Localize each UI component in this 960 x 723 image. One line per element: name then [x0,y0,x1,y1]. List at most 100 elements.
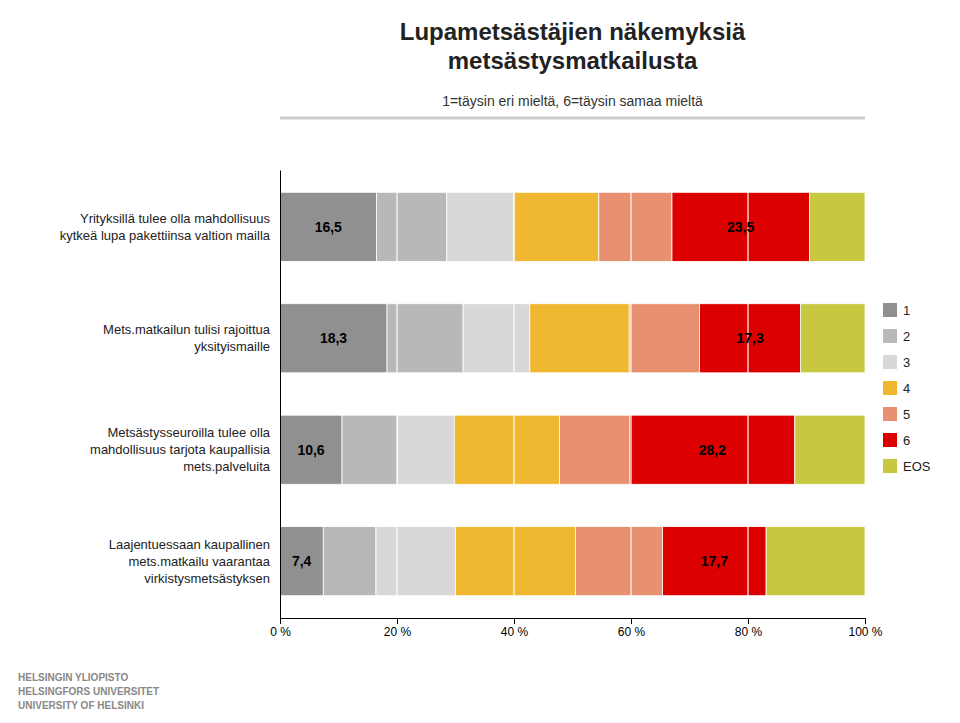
annotation: HELSINGIN YLIOPISTOHELSINGFORS UNIVERSIT… [18,672,159,711]
legend-label: 6 [903,433,910,448]
data-label: 16,5 [315,219,342,235]
x-tick-label: 0 % [270,625,291,639]
x-tick-label: 60 % [618,625,646,639]
legend-swatch [883,407,897,421]
bar [575,527,662,596]
chart: Lupametsästäjien näkemyksiämetsästysmatk… [0,0,960,723]
y-tick: Metsästysseuroilla tulee ollamahdollisuu… [90,425,280,474]
bar [766,527,865,596]
x-tick: 100 % [848,618,882,639]
bar [795,415,865,484]
data-label: 18,3 [320,330,347,346]
y-tick: Laajentuessaan kaupallinenmets.matkailu … [109,537,280,586]
bar [514,192,599,261]
legend-label: 5 [903,407,910,422]
legend-item: 1 [883,303,910,318]
x-tick: 0 % [270,618,291,639]
bar [280,304,387,373]
x-tick: 60 % [618,618,646,639]
bar [376,527,456,596]
grid-line [747,170,748,618]
bar [398,415,455,484]
y-tick: Yrityksillä tulee olla mahdollisuuskytke… [60,211,280,243]
bar [280,527,323,596]
title: Lupametsästäjien näkemyksiämetsästysmatk… [400,18,746,74]
data-label: 7,4 [292,553,312,569]
x-tick-mark [280,618,281,624]
legend-label: 3 [903,355,910,370]
data-label: 17,3 [736,330,763,346]
y-axis: Yrityksillä tulee olla mahdollisuuskytke… [60,171,281,619]
bar [454,415,559,484]
series [766,192,865,595]
grid [397,170,748,618]
y-tick-label: Metsästysseuroilla tulee ollamahdollisuu… [90,425,271,474]
x-tick: 40 % [501,618,529,639]
plot: 16,518,310,67,423,517,328,217,70 %20 %40… [60,170,931,639]
data-label: 10,6 [297,442,324,458]
legend-label: 2 [903,329,910,344]
bar [280,415,342,484]
legend-label: 1 [903,303,910,318]
y-tick-label: Yrityksillä tulee olla mahdollisuuskytke… [60,211,271,243]
data-label: 17,7 [701,553,728,569]
legend-item: 2 [883,329,910,344]
legend-label: EOS [903,459,931,474]
x-tick-label: 40 % [501,625,529,639]
bar [323,527,376,596]
x-tick-label: 100 % [848,625,882,639]
grid-line [630,170,631,618]
y-axis-line [280,171,281,619]
bar [629,304,699,373]
bars [280,192,865,595]
legend-swatch [883,355,897,369]
bar [280,192,377,261]
legend: 1 2 3 4 5 6 EOS [883,303,931,474]
grid-line [396,170,397,618]
bar [387,304,463,373]
bar [699,304,800,373]
legend-swatch [883,381,897,395]
legend-item: 6 [883,433,910,448]
bar [560,415,630,484]
legend-swatch [883,303,897,317]
legend-swatch [883,329,897,343]
bar [447,192,514,261]
x-tick-mark [865,618,866,624]
bar [663,527,767,596]
bar [630,415,795,484]
x-tick-mark [631,618,632,624]
y-tick: Mets.matkailun tulisi rajoittuayksityism… [103,322,280,354]
series [280,192,387,595]
bar [599,192,672,261]
grid-line [513,170,514,618]
y-tick-label: Mets.matkailun tulisi rajoittuayksityism… [103,322,271,354]
legend-swatch [883,433,897,447]
bar [809,192,865,261]
series [323,192,463,595]
x-tick-mark [514,618,515,624]
bar [530,304,629,373]
legend-label: 4 [903,381,910,396]
x-tick: 20 % [384,618,412,639]
legend-item: 3 [883,355,910,370]
legend-item: EOS [883,459,931,474]
bar [456,527,576,596]
x-axis-line [281,619,866,625]
bar [801,304,865,373]
x-tick-mark [748,618,749,624]
subtitle-rule [280,117,865,120]
bar [672,192,809,261]
x-tick: 80 % [735,618,763,639]
legend-item: 5 [883,407,910,422]
x-axis: 0 % 20 % 40 % 60 % 80 % 100 % [270,618,883,639]
subtitle: 1=täysin eri mieltä, 6=täysin samaa miel… [442,93,703,109]
data-label: 23,5 [727,219,754,235]
x-tick-label: 20 % [384,625,412,639]
data-label: 28,2 [699,442,726,458]
legend-item: 4 [883,381,910,396]
bar [463,304,530,373]
bar [377,192,447,261]
bar [342,415,398,484]
y-tick-label: Laajentuessaan kaupallinenmets.matkailu … [109,537,271,586]
